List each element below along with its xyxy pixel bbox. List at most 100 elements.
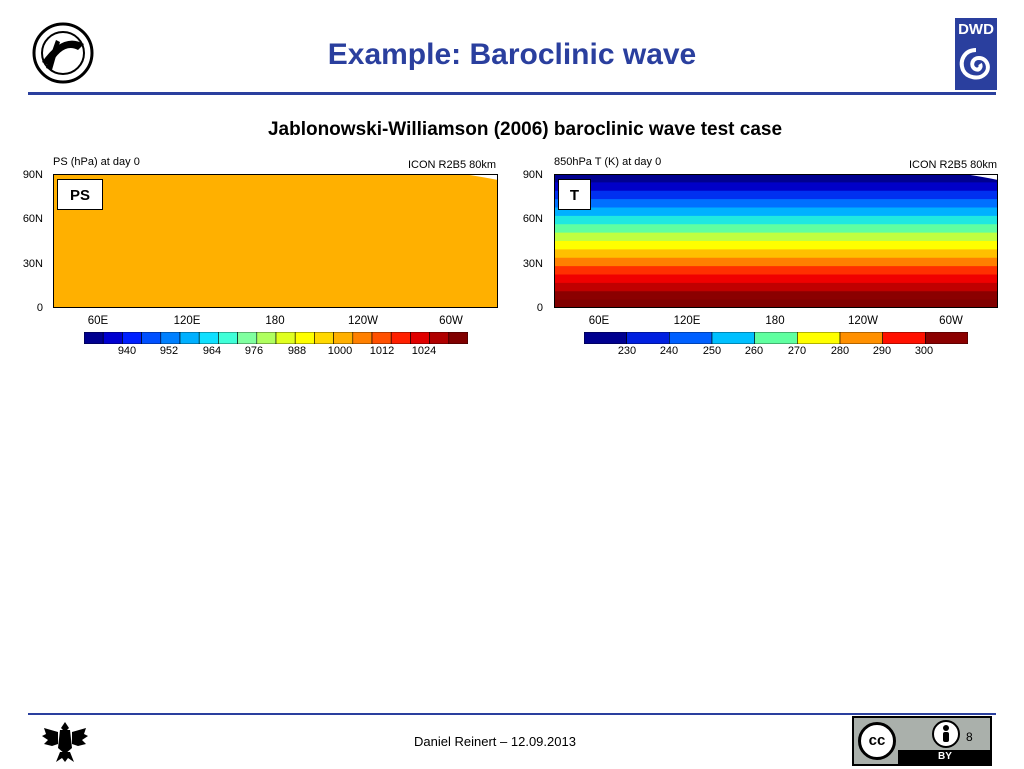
colorbar-swatch — [839, 331, 883, 345]
colorbar-swatch — [797, 331, 841, 345]
ps-plot-area — [53, 174, 498, 308]
ps-cb-label-952: 952 — [159, 345, 179, 357]
colorbar-swatch — [237, 331, 258, 345]
temperature-band — [554, 182, 998, 192]
dwd-logo-text: DWD — [958, 21, 994, 38]
ps-cb-label-964: 964 — [202, 345, 222, 357]
colorbar-swatch — [410, 331, 430, 345]
t-xtick-180: 180 — [765, 315, 785, 327]
colorbar-swatch — [160, 331, 181, 345]
colorbar-swatch — [669, 331, 713, 345]
colorbar-swatch — [711, 331, 755, 345]
temperature-band — [554, 282, 998, 292]
cc-license-badge: cc BY — [852, 716, 992, 766]
t-tag: T — [558, 179, 591, 210]
ps-panel-model: ICON R2B5 80km — [408, 159, 497, 171]
colorbar-swatch — [179, 331, 200, 345]
ps-ytick-0: 0 — [36, 302, 43, 314]
t-cb-label-300: 300 — [914, 345, 934, 357]
colorbar-swatch — [882, 331, 926, 345]
ps-cb-label-976: 976 — [244, 345, 264, 357]
temperature-band — [554, 266, 998, 275]
temperature-band — [554, 224, 998, 234]
colorbar-swatch — [218, 331, 238, 345]
temperature-band — [554, 249, 998, 259]
colorbar-swatch — [626, 331, 670, 345]
page-number: 8 — [966, 730, 973, 744]
ps-ytick-30n: 30N — [22, 258, 43, 270]
t-xtick-60e: 60E — [588, 315, 610, 327]
temperature-band — [554, 241, 998, 250]
colorbar-swatch — [333, 331, 354, 345]
colorbar-swatch — [275, 331, 296, 345]
license-by-label: BY — [898, 750, 992, 764]
t-ytick-0: 0 — [536, 302, 543, 314]
colorbar-swatch — [583, 331, 627, 345]
t-cb-label-240: 240 — [659, 345, 679, 357]
by-person-icon — [932, 720, 960, 748]
temperature-band — [554, 174, 998, 183]
colorbar-swatch — [390, 331, 411, 345]
ps-ytick-60n: 60N — [22, 213, 43, 225]
ps-cb-label-1012: 1012 — [369, 345, 395, 357]
colorbar-swatch — [141, 331, 162, 345]
t-panel-title: 850hPa T (K) at day 0 — [554, 156, 662, 168]
temperature-band — [554, 299, 998, 309]
t-xtick-120e: 120E — [673, 315, 701, 327]
t-ytick-30n: 30N — [522, 258, 543, 270]
t-xtick-120w: 120W — [847, 315, 879, 327]
colorbar-swatch — [83, 331, 104, 345]
temperature-band — [554, 257, 998, 267]
colorbar-swatch — [352, 331, 373, 345]
colorbar-swatch — [429, 331, 450, 345]
t-cb-label-260: 260 — [744, 345, 764, 357]
colorbar-swatch — [102, 331, 123, 345]
temperature-band — [554, 215, 998, 225]
ps-xtick-120w: 120W — [347, 315, 379, 327]
t-cb-label-230: 230 — [617, 345, 637, 357]
colorbar-swatch — [925, 331, 969, 345]
temperature-band — [554, 291, 998, 301]
t-cb-label-280: 280 — [830, 345, 850, 357]
ps-xtick-180: 180 — [265, 315, 285, 327]
temperature-band — [554, 190, 998, 200]
ps-xtick-60e: 60E — [87, 315, 109, 327]
colorbar-swatch — [314, 331, 334, 345]
colorbar-swatch — [754, 331, 798, 345]
t-colorbar — [583, 331, 969, 345]
temperature-band — [554, 199, 998, 208]
ps-ytick-90n: 90N — [22, 169, 43, 181]
ps-panel-title: PS (hPa) at day 0 — [53, 156, 140, 168]
subtitle: Jablonowski-Williamson (2006) baroclinic… — [267, 119, 783, 140]
cc-icon: cc — [858, 722, 896, 760]
slide-title: Example: Baroclinic wave — [327, 38, 697, 71]
ps-colorbar — [83, 331, 469, 345]
colorbar-swatch — [256, 331, 277, 345]
colorbar-swatch — [294, 331, 315, 345]
ps-cb-label-940: 940 — [117, 345, 137, 357]
t-cb-label-250: 250 — [702, 345, 722, 357]
footer-author-date: Daniel Reinert – 12.09.2013 — [414, 734, 576, 749]
colorbar-swatch — [198, 331, 219, 345]
ps-cb-label-1024: 1024 — [411, 345, 437, 357]
t-xtick-60w: 60W — [939, 315, 963, 327]
temperature-band — [554, 232, 998, 242]
temperature-band — [554, 274, 998, 284]
ps-cb-label-1000: 1000 — [327, 345, 353, 357]
ps-cb-label-988: 988 — [287, 345, 307, 357]
t-ytick-90n: 90N — [522, 169, 543, 181]
t-cb-label-270: 270 — [787, 345, 807, 357]
footer-rule — [28, 713, 996, 715]
ps-xtick-60w: 60W — [439, 315, 463, 327]
ps-tag: PS — [57, 179, 103, 210]
ps-xtick-120e: 120E — [173, 315, 201, 327]
dwd-logo: DWD — [955, 18, 997, 90]
temperature-band — [554, 207, 998, 217]
federal-eagle-logo — [40, 718, 90, 764]
colorbar-swatch — [122, 331, 142, 345]
t-plot-area — [554, 174, 998, 309]
colorbar-swatch — [371, 331, 392, 345]
org-emblem-logo — [28, 22, 98, 84]
header-rule — [28, 92, 996, 95]
t-panel-model: ICON R2B5 80km — [909, 159, 998, 171]
